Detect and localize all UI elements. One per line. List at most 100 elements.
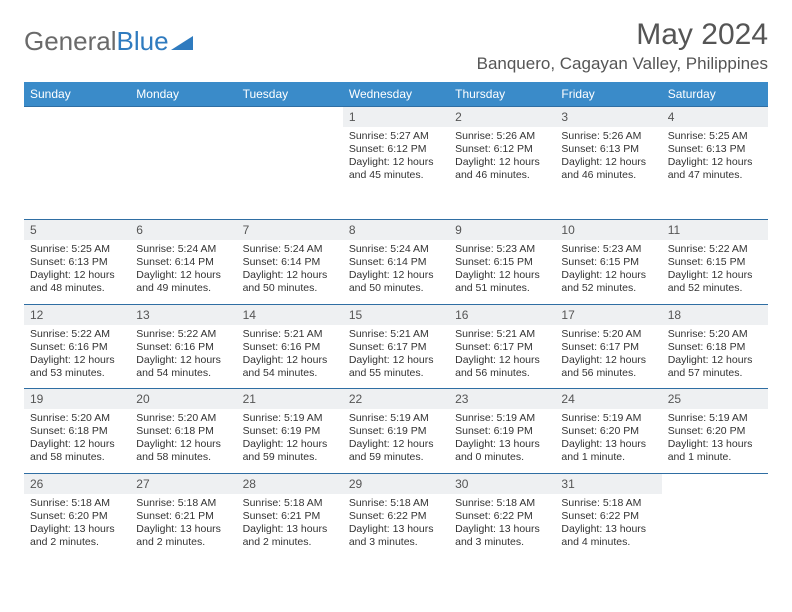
sunrise-line: Sunrise: 5:26 AM <box>561 130 641 142</box>
brand-triangle-icon <box>171 34 193 50</box>
day-number: 10 <box>555 220 661 240</box>
sunset-line: Sunset: 6:22 PM <box>561 510 639 522</box>
calendar-body: 1Sunrise: 5:27 AMSunset: 6:12 PMDaylight… <box>24 107 768 586</box>
day-number: 19 <box>24 389 130 409</box>
month-title: May 2024 <box>477 18 768 52</box>
daylight-line: Daylight: 12 hours and 45 minutes. <box>349 156 434 181</box>
day-body: Sunrise: 5:19 AMSunset: 6:20 PMDaylight:… <box>662 409 768 473</box>
sunrise-line: Sunrise: 5:19 AM <box>243 412 323 424</box>
day-number: 31 <box>555 474 661 494</box>
daylight-line: Daylight: 12 hours and 54 minutes. <box>136 354 221 379</box>
daylight-line: Daylight: 13 hours and 1 minute. <box>668 438 753 463</box>
sunrise-line: Sunrise: 5:22 AM <box>30 328 110 340</box>
sunset-line: Sunset: 6:20 PM <box>668 425 746 437</box>
sunset-line: Sunset: 6:12 PM <box>455 143 533 155</box>
day-cell: 9Sunrise: 5:23 AMSunset: 6:15 PMDaylight… <box>449 220 555 305</box>
daylight-line: Daylight: 12 hours and 52 minutes. <box>668 269 753 294</box>
week-row: 26Sunrise: 5:18 AMSunset: 6:20 PMDayligh… <box>24 473 768 586</box>
day-cell: 11Sunrise: 5:22 AMSunset: 6:15 PMDayligh… <box>662 220 768 305</box>
sunrise-line: Sunrise: 5:24 AM <box>349 243 429 255</box>
day-cell: 5Sunrise: 5:25 AMSunset: 6:13 PMDaylight… <box>24 220 130 305</box>
day-cell: 13Sunrise: 5:22 AMSunset: 6:16 PMDayligh… <box>130 304 236 389</box>
daylight-line: Daylight: 12 hours and 58 minutes. <box>136 438 221 463</box>
sunrise-line: Sunrise: 5:19 AM <box>349 412 429 424</box>
daylight-line: Daylight: 13 hours and 3 minutes. <box>455 523 540 548</box>
day-body: Sunrise: 5:25 AMSunset: 6:13 PMDaylight:… <box>662 127 768 191</box>
daylight-line: Daylight: 13 hours and 4 minutes. <box>561 523 646 548</box>
week-row: 19Sunrise: 5:20 AMSunset: 6:18 PMDayligh… <box>24 389 768 474</box>
day-body: Sunrise: 5:20 AMSunset: 6:18 PMDaylight:… <box>662 325 768 389</box>
sunrise-line: Sunrise: 5:19 AM <box>668 412 748 424</box>
day-number <box>237 107 343 163</box>
sunrise-line: Sunrise: 5:23 AM <box>561 243 641 255</box>
daylight-line: Daylight: 12 hours and 59 minutes. <box>349 438 434 463</box>
week-row: 5Sunrise: 5:25 AMSunset: 6:13 PMDaylight… <box>24 220 768 305</box>
day-body <box>662 530 768 586</box>
day-body: Sunrise: 5:20 AMSunset: 6:17 PMDaylight:… <box>555 325 661 389</box>
dayhdr-mon: Monday <box>130 82 236 107</box>
sunset-line: Sunset: 6:13 PM <box>561 143 639 155</box>
sunrise-line: Sunrise: 5:19 AM <box>561 412 641 424</box>
day-number: 13 <box>130 305 236 325</box>
day-cell: 10Sunrise: 5:23 AMSunset: 6:15 PMDayligh… <box>555 220 661 305</box>
day-cell <box>24 107 130 220</box>
day-body: Sunrise: 5:23 AMSunset: 6:15 PMDaylight:… <box>555 240 661 304</box>
day-number: 28 <box>237 474 343 494</box>
sunset-line: Sunset: 6:17 PM <box>455 341 533 353</box>
sunset-line: Sunset: 6:22 PM <box>349 510 427 522</box>
sunset-line: Sunset: 6:14 PM <box>349 256 427 268</box>
dayhdr-fri: Friday <box>555 82 661 107</box>
day-body <box>130 163 236 219</box>
sunrise-line: Sunrise: 5:21 AM <box>349 328 429 340</box>
day-cell: 31Sunrise: 5:18 AMSunset: 6:22 PMDayligh… <box>555 473 661 586</box>
day-body: Sunrise: 5:21 AMSunset: 6:17 PMDaylight:… <box>343 325 449 389</box>
day-body <box>24 163 130 219</box>
day-body: Sunrise: 5:19 AMSunset: 6:19 PMDaylight:… <box>343 409 449 473</box>
day-cell: 1Sunrise: 5:27 AMSunset: 6:12 PMDaylight… <box>343 107 449 220</box>
daylight-line: Daylight: 12 hours and 56 minutes. <box>455 354 540 379</box>
day-cell: 28Sunrise: 5:18 AMSunset: 6:21 PMDayligh… <box>237 473 343 586</box>
brand-part1: General <box>24 26 117 57</box>
day-number: 14 <box>237 305 343 325</box>
day-number: 5 <box>24 220 130 240</box>
day-body: Sunrise: 5:24 AMSunset: 6:14 PMDaylight:… <box>237 240 343 304</box>
dayhdr-sun: Sunday <box>24 82 130 107</box>
sunrise-line: Sunrise: 5:20 AM <box>30 412 110 424</box>
day-number: 20 <box>130 389 236 409</box>
sunset-line: Sunset: 6:20 PM <box>30 510 108 522</box>
sunset-line: Sunset: 6:14 PM <box>243 256 321 268</box>
dayhdr-thu: Thursday <box>449 82 555 107</box>
day-body: Sunrise: 5:26 AMSunset: 6:13 PMDaylight:… <box>555 127 661 191</box>
day-header-row: Sunday Monday Tuesday Wednesday Thursday… <box>24 82 768 107</box>
day-cell: 23Sunrise: 5:19 AMSunset: 6:19 PMDayligh… <box>449 389 555 474</box>
daylight-line: Daylight: 12 hours and 59 minutes. <box>243 438 328 463</box>
day-body: Sunrise: 5:19 AMSunset: 6:19 PMDaylight:… <box>449 409 555 473</box>
dayhdr-sat: Saturday <box>662 82 768 107</box>
day-cell: 21Sunrise: 5:19 AMSunset: 6:19 PMDayligh… <box>237 389 343 474</box>
daylight-line: Daylight: 12 hours and 57 minutes. <box>668 354 753 379</box>
day-number: 12 <box>24 305 130 325</box>
brand-part2: Blue <box>117 26 169 57</box>
day-cell: 18Sunrise: 5:20 AMSunset: 6:18 PMDayligh… <box>662 304 768 389</box>
day-body: Sunrise: 5:18 AMSunset: 6:22 PMDaylight:… <box>449 494 555 558</box>
sunrise-line: Sunrise: 5:24 AM <box>243 243 323 255</box>
sunset-line: Sunset: 6:16 PM <box>136 341 214 353</box>
day-body: Sunrise: 5:22 AMSunset: 6:16 PMDaylight:… <box>24 325 130 389</box>
daylight-line: Daylight: 13 hours and 2 minutes. <box>243 523 328 548</box>
day-body: Sunrise: 5:21 AMSunset: 6:17 PMDaylight:… <box>449 325 555 389</box>
daylight-line: Daylight: 12 hours and 55 minutes. <box>349 354 434 379</box>
sunset-line: Sunset: 6:12 PM <box>349 143 427 155</box>
day-number: 24 <box>555 389 661 409</box>
daylight-line: Daylight: 12 hours and 54 minutes. <box>243 354 328 379</box>
daylight-line: Daylight: 13 hours and 0 minutes. <box>455 438 540 463</box>
day-cell: 15Sunrise: 5:21 AMSunset: 6:17 PMDayligh… <box>343 304 449 389</box>
sunset-line: Sunset: 6:18 PM <box>136 425 214 437</box>
day-number: 7 <box>237 220 343 240</box>
sunset-line: Sunset: 6:15 PM <box>668 256 746 268</box>
day-body: Sunrise: 5:19 AMSunset: 6:20 PMDaylight:… <box>555 409 661 473</box>
day-number: 30 <box>449 474 555 494</box>
day-number: 3 <box>555 107 661 127</box>
sunset-line: Sunset: 6:17 PM <box>561 341 639 353</box>
sunset-line: Sunset: 6:21 PM <box>243 510 321 522</box>
sunset-line: Sunset: 6:15 PM <box>455 256 533 268</box>
